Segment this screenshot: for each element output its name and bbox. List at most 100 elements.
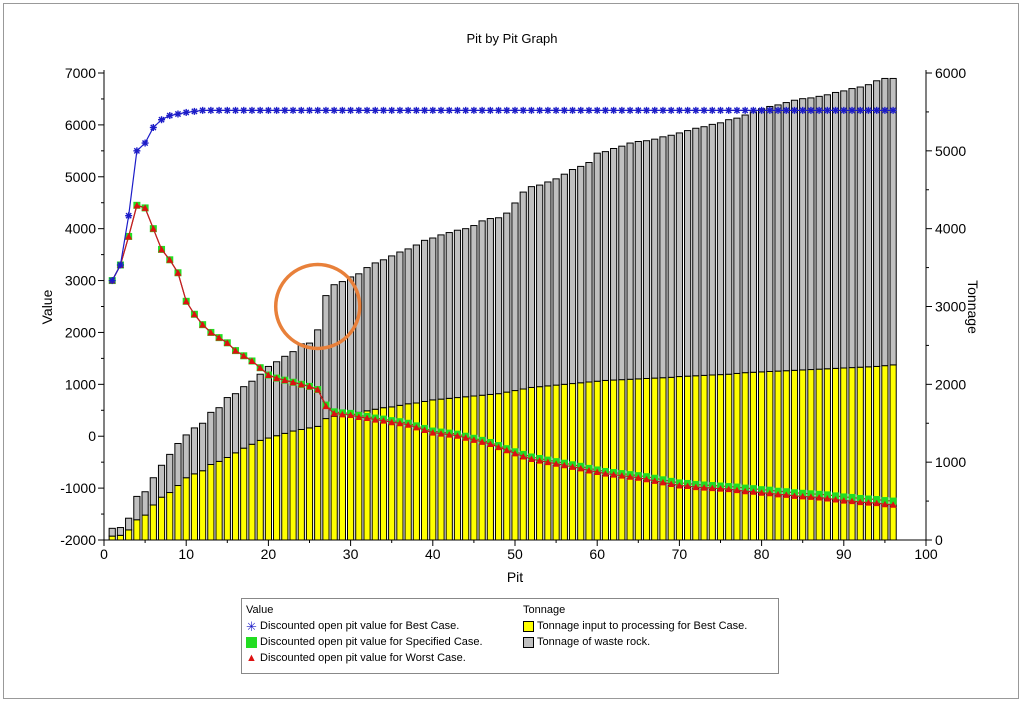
waste-bar [544,181,552,387]
specified-point [889,497,897,505]
worst-point [618,472,626,479]
worst-point [577,464,585,472]
waste-bar [667,134,675,378]
best-point [569,106,577,114]
star-stroke [388,107,395,114]
y2-tick-label: 3000 [935,299,966,315]
star-stroke [561,107,568,114]
legend-item-specified: Discounted open pit value for Specified … [246,634,483,650]
worst-point [462,434,470,441]
waste-bar [371,262,379,410]
processing-bar [322,418,330,541]
star-stroke [865,107,872,114]
best-point [347,106,355,114]
specified-point [848,493,856,501]
processing-bar [166,492,174,541]
y2-tick-label: 5000 [935,143,966,159]
waste-bar [873,80,881,367]
star-stroke [742,107,749,114]
star-stroke [594,107,601,114]
processing-bar [437,398,445,541]
y-tick-label: 3000 [65,273,96,289]
processing-bar [527,386,536,541]
best-point [700,106,708,114]
processing-bar [593,380,601,541]
best-point [166,112,174,120]
star-stroke [215,107,223,114]
star-stroke [248,107,256,114]
processing-bar [684,375,692,541]
star-stroke [232,107,239,114]
worst-point [848,497,856,505]
processing-bar [511,390,519,541]
best-point [560,106,568,114]
processing-bar [297,428,305,541]
processing-bar [199,470,207,541]
waste-bar [766,105,774,372]
processing-bar [207,464,215,541]
value-lines [108,106,897,508]
worst-point [174,269,182,276]
best-point [643,106,651,114]
y-tick-label: 6000 [65,117,96,133]
y2-tick-label: 2000 [935,376,966,392]
processing-bar [659,377,667,541]
worst-point [569,463,577,470]
worst-point [741,487,749,495]
best-point [807,106,815,114]
processing-bar [182,477,190,541]
processing-bar [478,394,486,541]
best-point [823,106,831,114]
processing-bar [692,375,700,541]
star-stroke [109,277,116,284]
tonnage-bars [108,77,897,541]
best-point [199,106,207,114]
y2-axis-label: Tonnage [965,280,981,334]
axes: -2000-1000010002000300040005000600070000… [60,65,966,562]
star-stroke [191,108,198,115]
best-point [741,106,749,114]
processing-bar [774,370,782,541]
best-point [667,106,675,114]
star-stroke [577,107,584,114]
processing-bar [330,415,338,541]
processing-bar [264,437,272,541]
waste-bar [182,434,190,479]
worst-point [856,498,864,506]
waste-bar [725,119,733,375]
star-stroke [158,116,165,123]
worst-point [544,458,552,466]
worst-point [470,436,478,443]
star-stroke [306,107,313,114]
best-point [437,106,445,114]
waste-bar [404,248,412,405]
star-stroke [832,107,839,114]
processing-bar [125,529,133,541]
processing-bar [248,443,256,541]
waste-bar [519,191,527,390]
worst-point [412,423,420,431]
worst-point [125,232,133,240]
waste-bar [141,491,149,516]
star-stroke [840,107,847,114]
x-tick-label: 0 [100,546,108,562]
processing-bar [223,456,231,541]
waste-bar [716,122,725,376]
processing-bar [634,378,642,541]
processing-bar [667,376,675,541]
waste-bar [503,212,511,393]
star-stroke [758,107,765,114]
worst-point [495,443,503,451]
worst-point [766,489,774,497]
star-stroke [273,107,280,114]
processing-bar [371,408,379,541]
star-stroke [331,107,338,114]
worst-point [429,429,437,436]
worst-point [519,452,527,460]
x-tick-label: 50 [507,546,523,562]
star-stroke [890,107,897,114]
best-point [486,106,494,114]
star-stroke [536,107,543,114]
best-point [585,106,593,114]
star-stroke [553,107,560,114]
